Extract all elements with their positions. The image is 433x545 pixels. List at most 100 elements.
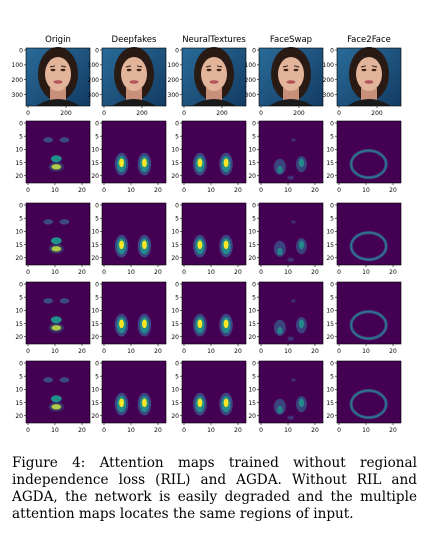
- y-tick-label: 5: [252, 373, 256, 380]
- column-header: Face2Face: [347, 35, 391, 45]
- attention-map: [336, 202, 402, 266]
- x-tick-label: 0: [182, 269, 186, 276]
- y-tick-label: 5: [175, 133, 179, 140]
- y-tick-label: 100: [12, 62, 24, 69]
- y-tick-label: 20: [91, 413, 99, 420]
- y-tick-label: 300: [323, 92, 335, 99]
- x-tick-label: 0: [337, 187, 341, 194]
- y-tick-label: 0: [252, 202, 256, 209]
- face-image: [101, 47, 167, 107]
- y-tick-label: 15: [248, 321, 256, 328]
- y-tick-label: 5: [95, 294, 99, 301]
- x-tick-label: 20: [154, 348, 162, 355]
- y-tick-label: 0: [175, 120, 179, 127]
- y-tick-label: 15: [326, 400, 334, 407]
- y-tick-label: 15: [15, 242, 23, 249]
- y-tick-label: 200: [12, 77, 24, 84]
- y-tick-label: 0: [95, 47, 99, 54]
- x-tick-label: 20: [154, 427, 162, 434]
- x-tick-label: 20: [234, 269, 242, 276]
- attention-map: [25, 202, 91, 266]
- y-tick-label: 20: [326, 255, 334, 262]
- y-tick-label: 15: [248, 400, 256, 407]
- y-tick-label: 15: [171, 242, 179, 249]
- y-tick-label: 20: [171, 255, 179, 262]
- column-header: Deepfakes: [112, 35, 157, 45]
- y-tick-label: 10: [91, 229, 99, 236]
- attention-map: [181, 202, 247, 266]
- attention-map: [101, 281, 167, 345]
- x-tick-label: 20: [389, 427, 397, 434]
- y-tick-label: 20: [248, 413, 256, 420]
- x-tick-label: 20: [389, 269, 397, 276]
- y-tick-label: 15: [171, 400, 179, 407]
- x-tick-label: 0: [182, 427, 186, 434]
- attention-map: [336, 281, 402, 345]
- x-tick-label: 0: [182, 110, 186, 117]
- y-tick-label: 15: [15, 400, 23, 407]
- y-tick-label: 0: [19, 120, 23, 127]
- face-image: [258, 47, 324, 107]
- y-tick-label: 5: [252, 294, 256, 301]
- x-tick-label: 0: [102, 187, 106, 194]
- y-tick-label: 15: [91, 321, 99, 328]
- attention-map: [25, 120, 91, 184]
- y-tick-label: 5: [19, 215, 23, 222]
- x-tick-label: 200: [293, 110, 305, 117]
- y-tick-label: 5: [95, 133, 99, 140]
- y-tick-label: 0: [175, 281, 179, 288]
- x-tick-label: 20: [311, 269, 319, 276]
- y-tick-label: 100: [323, 62, 335, 69]
- y-tick-label: 20: [171, 413, 179, 420]
- attention-map: [181, 120, 247, 184]
- y-tick-label: 100: [168, 62, 180, 69]
- attention-map: [258, 202, 324, 266]
- x-tick-label: 10: [284, 427, 292, 434]
- figure-4: Origin Deepfakes NeuralTextures FaceSwap Fac…: [12, 35, 402, 434]
- attention-map: [336, 120, 402, 184]
- face-image: [181, 47, 247, 107]
- y-tick-label: 15: [326, 321, 334, 328]
- x-tick-label: 20: [234, 187, 242, 194]
- y-tick-label: 100: [245, 62, 257, 69]
- y-tick-label: 0: [19, 47, 23, 54]
- x-tick-label: 0: [259, 348, 263, 355]
- x-tick-label: 0: [337, 269, 341, 276]
- y-tick-label: 0: [330, 120, 334, 127]
- y-tick-label: 10: [15, 229, 23, 236]
- attention-map: [101, 202, 167, 266]
- x-tick-label: 10: [207, 427, 215, 434]
- y-tick-label: 10: [171, 387, 179, 394]
- x-tick-label: 0: [337, 110, 341, 117]
- x-tick-label: 0: [259, 269, 263, 276]
- x-tick-label: 10: [127, 348, 135, 355]
- y-tick-label: 10: [91, 387, 99, 394]
- x-tick-label: 20: [78, 269, 86, 276]
- x-tick-label: 20: [389, 187, 397, 194]
- x-tick-label: 20: [154, 269, 162, 276]
- y-tick-label: 20: [91, 255, 99, 262]
- y-tick-label: 0: [330, 202, 334, 209]
- x-tick-label: 10: [362, 427, 370, 434]
- y-tick-label: 0: [95, 360, 99, 367]
- y-tick-label: 10: [15, 308, 23, 315]
- x-tick-label: 10: [51, 269, 59, 276]
- y-tick-label: 5: [252, 215, 256, 222]
- y-tick-label: 15: [326, 160, 334, 167]
- y-tick-label: 0: [252, 281, 256, 288]
- x-tick-label: 0: [26, 269, 30, 276]
- y-tick-label: 0: [95, 120, 99, 127]
- y-tick-label: 200: [323, 77, 335, 84]
- y-tick-label: 20: [91, 173, 99, 180]
- y-tick-label: 20: [15, 413, 23, 420]
- y-tick-label: 0: [330, 281, 334, 288]
- y-tick-label: 5: [19, 294, 23, 301]
- x-tick-label: 0: [182, 348, 186, 355]
- x-tick-label: 20: [234, 348, 242, 355]
- y-tick-label: 20: [248, 255, 256, 262]
- y-tick-label: 5: [175, 215, 179, 222]
- y-tick-label: 200: [245, 77, 257, 84]
- y-tick-label: 0: [175, 360, 179, 367]
- y-tick-label: 10: [248, 147, 256, 154]
- y-tick-label: 20: [326, 334, 334, 341]
